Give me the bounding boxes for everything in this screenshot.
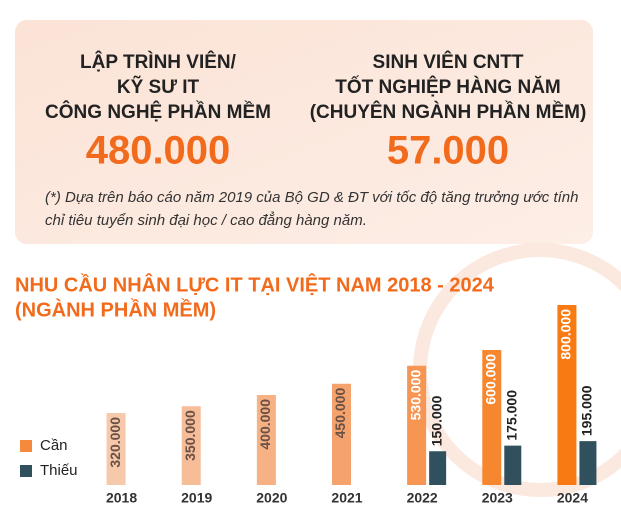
x-tick-label: 2021 bbox=[331, 490, 362, 506]
card-heading: SINH VIÊN CNTT bbox=[373, 51, 524, 73]
card-heading: LẬP TRÌNH VIÊN/ bbox=[80, 51, 237, 73]
value-label: 175.000 bbox=[503, 390, 519, 441]
value-label: 350.000 bbox=[182, 410, 198, 461]
card-heading: KỸ SƯ IT bbox=[117, 76, 200, 98]
legend-label: Cần bbox=[40, 437, 68, 454]
chart-subtitle: (NGÀNH PHẦN MỀM) bbox=[15, 298, 216, 321]
bar bbox=[579, 441, 597, 485]
bar bbox=[106, 413, 126, 485]
bar bbox=[557, 305, 577, 485]
legend-swatch bbox=[20, 440, 32, 452]
x-tick-label: 2023 bbox=[482, 490, 513, 506]
value-label: 450.000 bbox=[332, 388, 348, 439]
value-label: 320.000 bbox=[107, 417, 123, 468]
bar bbox=[256, 395, 276, 485]
chart-title: NHU CẦU NHÂN LỰC IT TẠI VIỆT NAM 2018 - … bbox=[15, 272, 495, 296]
value-label: 800.000 bbox=[558, 309, 574, 360]
x-tick-label: 2019 bbox=[181, 490, 212, 506]
value-label: 195.000 bbox=[579, 385, 595, 436]
card-heading: TỐT NGHIỆP HÀNG NĂM bbox=[335, 76, 561, 98]
x-tick-label: 2022 bbox=[407, 490, 438, 506]
bar bbox=[429, 451, 447, 485]
footnote: (*) Dựa trên báo cáo năm 2019 của Bộ GD … bbox=[45, 189, 579, 229]
legend-swatch bbox=[20, 465, 32, 477]
card-heading: (CHUYÊN NGÀNH PHẦN MỀM) bbox=[310, 101, 587, 123]
card bbox=[15, 20, 593, 244]
value-label: 400.000 bbox=[257, 399, 273, 450]
bar bbox=[407, 365, 427, 485]
value-label: 150.000 bbox=[428, 395, 444, 446]
bar bbox=[332, 383, 351, 485]
card-number: 57.000 bbox=[387, 129, 509, 173]
legend-label: Thiếu bbox=[40, 462, 78, 479]
x-tick-label: 2018 bbox=[106, 490, 137, 506]
card-heading: CÔNG NGHỆ PHẦN MỀM bbox=[45, 101, 271, 123]
bar bbox=[181, 406, 201, 485]
value-label: 600.000 bbox=[482, 354, 498, 405]
bar bbox=[504, 445, 522, 485]
card-number: 480.000 bbox=[86, 129, 231, 173]
x-tick-label: 2024 bbox=[557, 490, 588, 506]
bar bbox=[482, 350, 502, 485]
x-tick-label: 2020 bbox=[256, 490, 287, 506]
value-label: 530.000 bbox=[407, 370, 423, 421]
